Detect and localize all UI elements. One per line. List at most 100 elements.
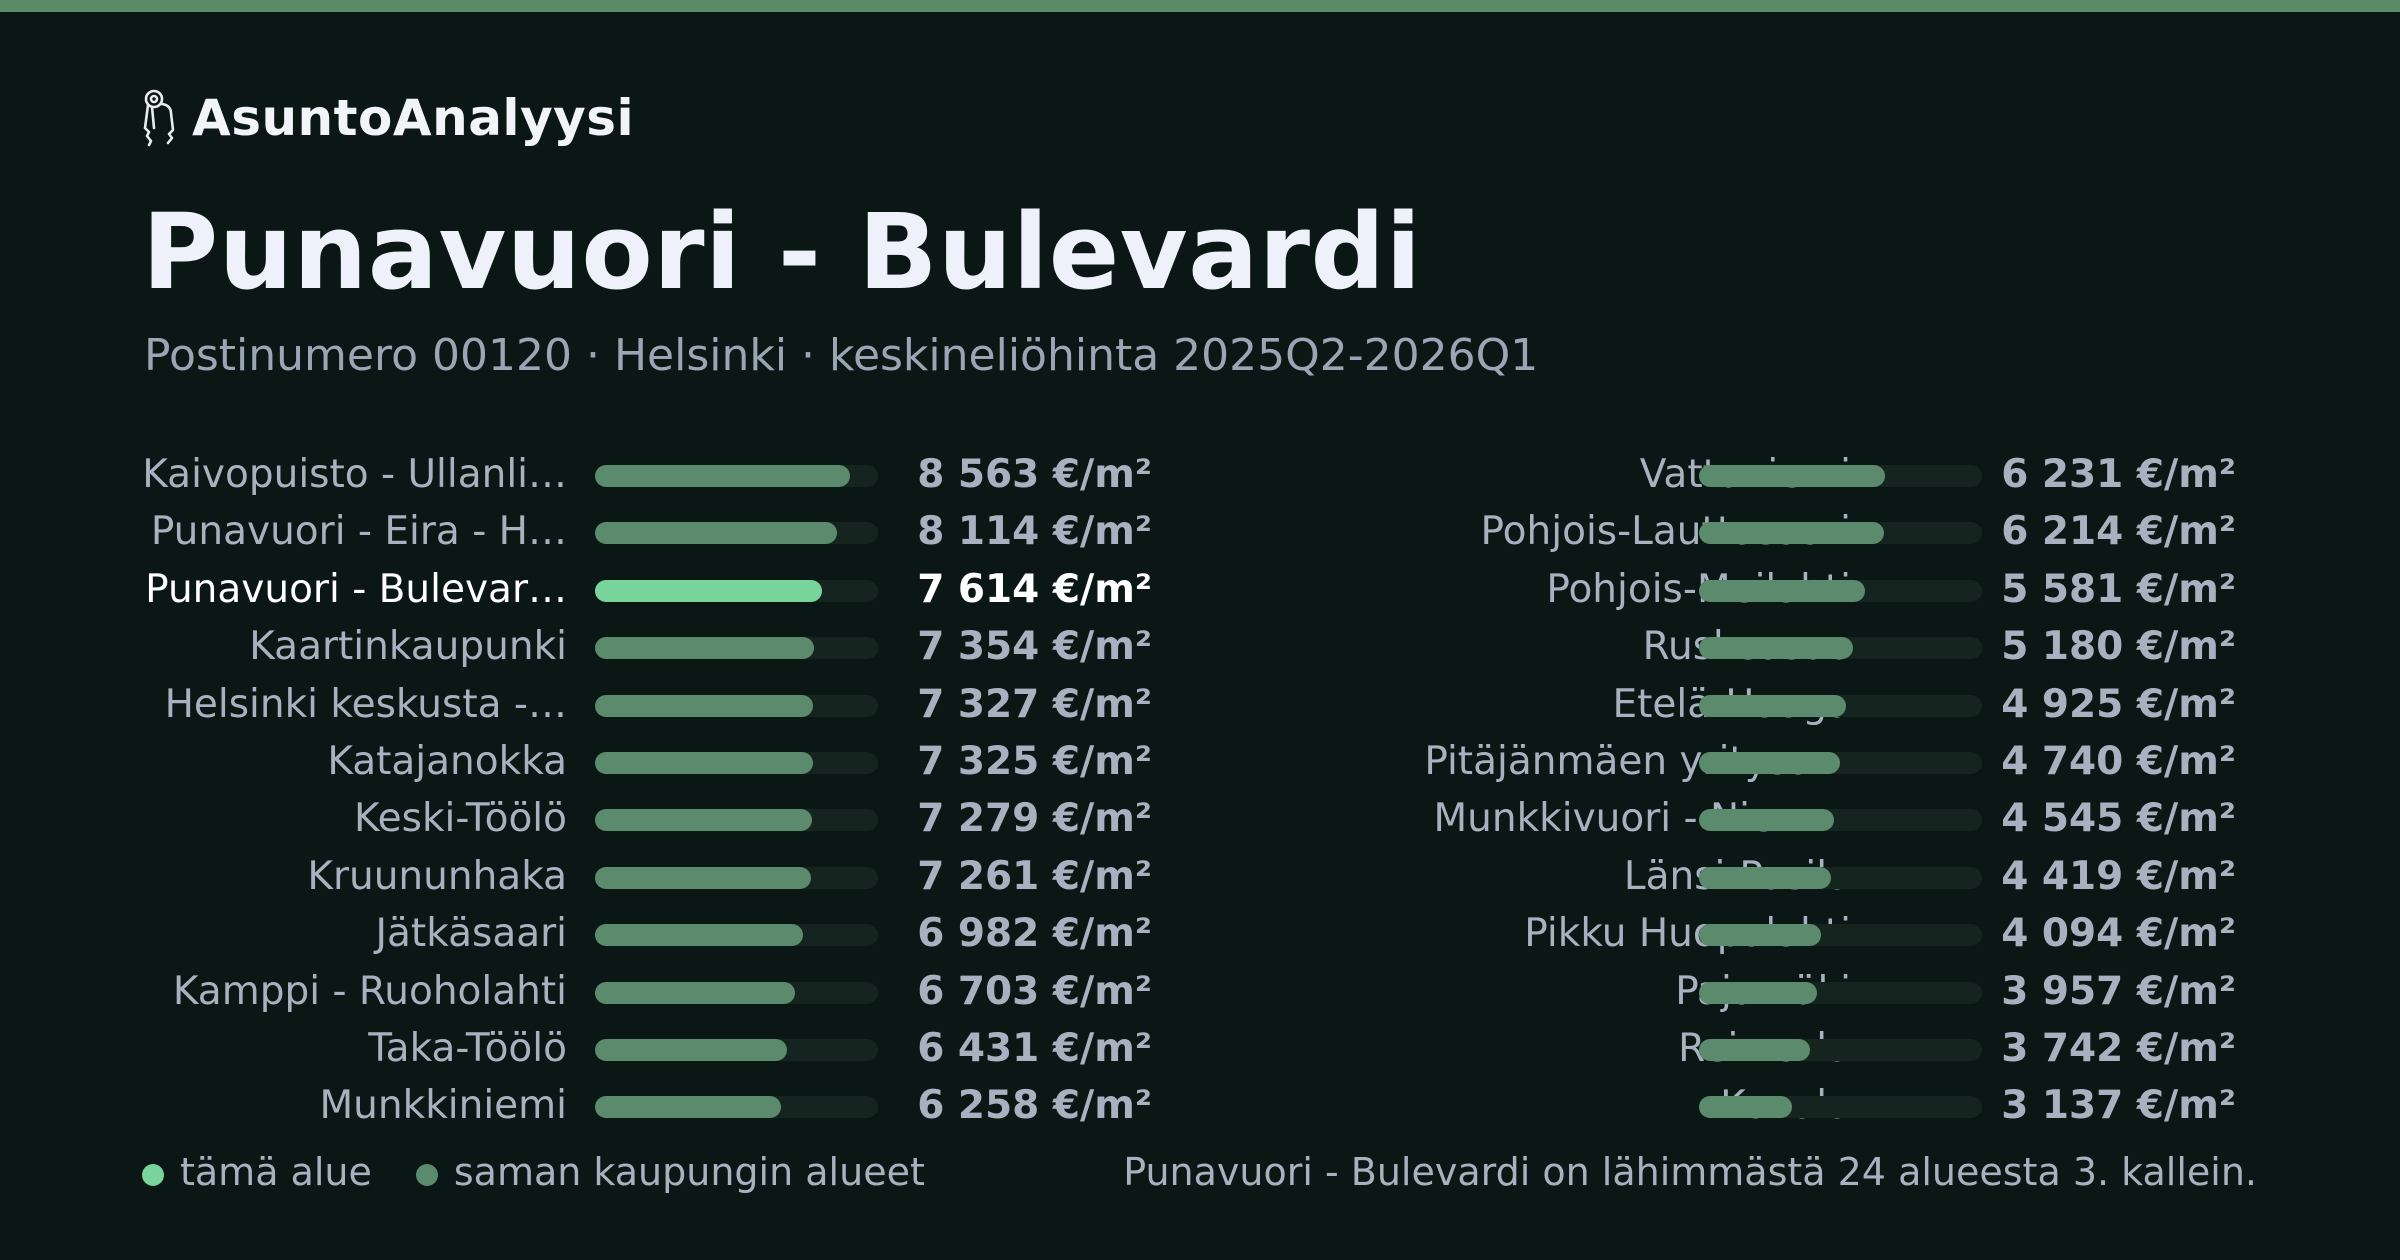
bar-track (595, 809, 878, 832)
legend-swatch-this (142, 1164, 164, 1186)
bar (595, 981, 795, 1004)
bar-row: Katajanokka 7 325 €/m² (0, 733, 1180, 790)
bar-track (1699, 522, 1982, 545)
bar (595, 1096, 782, 1119)
legend: tämä alue saman kaupungin alueet (142, 1150, 969, 1194)
bar-track (1699, 981, 1982, 1004)
bar-row: Pajamäki3 957 €/m² (1180, 963, 2300, 1020)
bar-track (595, 522, 878, 545)
bar-label: Kamppi - Ruoholahti (172, 968, 567, 1014)
bar-label: Keski-Töölö (354, 796, 567, 842)
bar-value-label: 6 214 €/m² (2001, 509, 2236, 555)
bar-row: Taka-Töölö 6 431 €/m² (0, 1020, 1180, 1077)
bar-row: Pitäjänmäen yritysa… 4 740 €/m² (1180, 733, 2300, 790)
bar-track (595, 637, 878, 660)
bar-row: Kaartinkaupunki 7 354 €/m² (0, 618, 1180, 675)
bar-label: Kaivopuisto - Ullanli… (142, 452, 567, 497)
bar-track (595, 1038, 878, 1061)
bar-value-label: 7 279 €/m² (917, 796, 1152, 842)
bar-value-label: 8 563 €/m² (917, 452, 1152, 497)
bar-track (595, 694, 878, 717)
bar-row: Pohjois-Meilahti5 581 €/m² (1180, 561, 2300, 618)
bar (595, 809, 812, 832)
legend-item-others: saman kaupungin alueet (415, 1150, 925, 1194)
bar-track (595, 751, 878, 774)
bar (595, 637, 815, 660)
bar-row: Reimarla3 742 €/m² (1180, 1020, 2300, 1077)
bar-track (595, 866, 878, 889)
bar-label: Punavuori - Bulevar… (145, 566, 567, 612)
bar-row: Länsi-Pasila4 419 €/m² (1180, 848, 2300, 905)
bar (595, 694, 814, 717)
bar-row: Pikku Huopalahti 4 094 €/m² (1180, 905, 2300, 962)
bar (1699, 579, 1866, 602)
bar (1699, 1096, 1793, 1119)
bar-track (595, 465, 878, 487)
bar (1699, 1038, 1811, 1061)
bar-value-label: 4 545 €/m² (2001, 796, 2236, 842)
bar (595, 579, 822, 602)
bar-value-label: 7 261 €/m² (917, 853, 1152, 899)
legend-swatch-others (415, 1164, 438, 1186)
bar-label: Helsinki keskusta -… (164, 681, 567, 727)
bar-value-label: 7 354 €/m² (917, 624, 1152, 670)
bar-row: Jätkäsaari 6 982 €/m² (0, 905, 1180, 962)
bar-value-label: 6 431 €/m² (917, 1025, 1152, 1071)
bar-track (1699, 924, 1982, 947)
bar-label: Jätkäsaari (375, 911, 567, 957)
bar-value-label: 3 137 €/m² (2001, 1083, 2236, 1129)
keys-icon (140, 88, 178, 148)
bar (1699, 809, 1835, 832)
page-subtitle: Postinumero 00120 · Helsinki · keskineli… (144, 330, 1539, 381)
bar-label: Punavuori - Eira - H… (150, 509, 567, 555)
legend-label-others: saman kaupungin alueet (453, 1150, 925, 1194)
bar-track (1699, 866, 1982, 889)
bar-label: Taka-Töölö (368, 1025, 567, 1071)
bar (595, 522, 837, 545)
bar (1699, 751, 1841, 774)
bar-row: Helsinki keskusta -… 7 327 €/m² (0, 676, 1180, 733)
bar-row: Keski-Töölö 7 279 €/m² (0, 790, 1180, 847)
bar (1699, 924, 1821, 947)
bar-row: Punavuori - Eira - H… 8 114 €/m² (0, 503, 1180, 560)
bar-track (1699, 465, 1982, 487)
bar-value-label: 5 581 €/m² (2001, 566, 2236, 612)
bar (595, 924, 803, 947)
bar-value-label: 7 325 €/m² (917, 738, 1152, 784)
bar-value-label: 3 957 €/m² (2001, 968, 2236, 1014)
bar-track (1699, 1038, 1982, 1061)
legend-item-this: tämä alue (142, 1150, 372, 1194)
bar-value-label: 4 925 €/m² (2001, 681, 2236, 727)
bar-label: Katajanokka (327, 738, 567, 784)
brand: AsuntoAnalyysi (140, 88, 634, 148)
bar-row: Ruskeasuo5 180 €/m² (1180, 618, 2300, 675)
bar (595, 866, 812, 889)
bar-track (595, 981, 878, 1004)
bar-value-label: 6 982 €/m² (917, 911, 1152, 957)
bar-value-label: 4 419 €/m² (2001, 853, 2236, 899)
bar-track (1699, 694, 1982, 717)
bar-track (595, 1096, 878, 1119)
bar-label: Kaartinkaupunki (249, 624, 567, 670)
page-title: Punavuori - Bulevardi (142, 191, 1422, 313)
bar-value-label: 7 614 €/m² (917, 566, 1152, 612)
bar-value-label: 7 327 €/m² (917, 681, 1152, 727)
bar-row-highlight: Punavuori - Bulevar… 7 614 €/m² (0, 561, 1180, 618)
legend-label-this: tämä alue (180, 1150, 372, 1194)
bar (595, 751, 814, 774)
bar (1699, 465, 1885, 487)
bar-value-label: 6 258 €/m² (917, 1083, 1152, 1129)
bar-row: Kaivopuisto - Ullanli… 8 563 €/m² (0, 446, 1180, 503)
bar-row: Konala3 137 €/m² (1180, 1077, 2300, 1134)
bar-track (595, 924, 878, 947)
bar (1699, 522, 1885, 545)
bar-track (1699, 1096, 1982, 1119)
bar-value-label: 6 231 €/m² (2001, 452, 2236, 497)
bar-row: Munkkivuori - Niem… 4 545 €/m² (1180, 790, 2300, 847)
bar-label: Munkkiniemi (319, 1083, 567, 1129)
bar-value-label: 8 114 €/m² (917, 509, 1152, 555)
accent-bar (0, 0, 2400, 12)
bar (1699, 694, 1846, 717)
bar-row: Kamppi - Ruoholahti 6 703 €/m² (0, 963, 1180, 1020)
